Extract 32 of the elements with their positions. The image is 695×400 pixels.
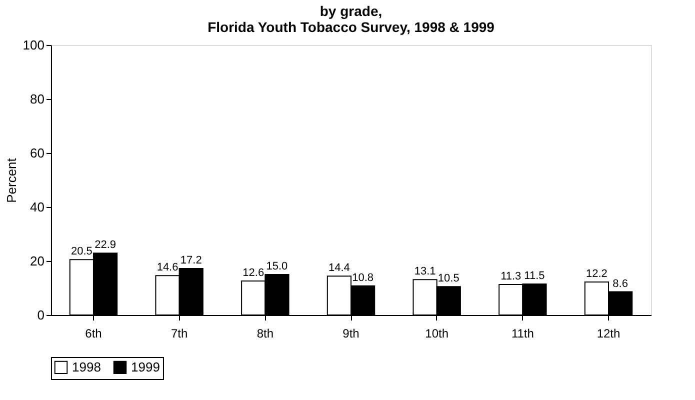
y-axis-title: Percent <box>4 158 19 203</box>
text: 10.8 <box>352 272 374 284</box>
y-tick-label: 80 <box>30 92 44 106</box>
x-tick-label: 8th <box>256 326 274 340</box>
y-tick-label: 60 <box>30 146 44 160</box>
x-tick-label: 11th <box>511 326 534 340</box>
legend-label: 1998 <box>72 359 101 374</box>
y-tick-label: 20 <box>30 254 44 268</box>
text: 10.5 <box>438 272 460 285</box>
text: 15.0 <box>266 260 288 272</box>
text: by grade, <box>320 3 382 19</box>
y-tick-label: 40 <box>30 200 44 214</box>
x-tick-label: 10th <box>425 326 449 340</box>
x-tick-label: 6th <box>85 326 102 340</box>
text: 14.6 <box>156 262 178 274</box>
text: 12.6 <box>242 266 264 279</box>
text: Florida Youth Tobacco Survey, 1998 & 1999 <box>208 19 494 35</box>
legend-label: 1999 <box>131 359 160 374</box>
y-tick-label: 100 <box>22 38 44 52</box>
text: 11.3 <box>500 270 522 282</box>
text: 14.4 <box>328 262 350 274</box>
x-tick-label: 9th <box>342 326 360 340</box>
text: 17.2 <box>180 254 202 267</box>
x-tick-label: 7th <box>170 326 188 340</box>
text: 8.6 <box>612 278 628 290</box>
x-tick-label: 12th <box>596 326 620 340</box>
text: 11.5 <box>524 270 545 282</box>
text: 22.9 <box>94 239 116 252</box>
y-tick-label: 0 <box>37 308 44 322</box>
text: 13.1 <box>414 266 436 278</box>
text: 20.5 <box>70 246 92 258</box>
text: 12.2 <box>586 268 608 280</box>
